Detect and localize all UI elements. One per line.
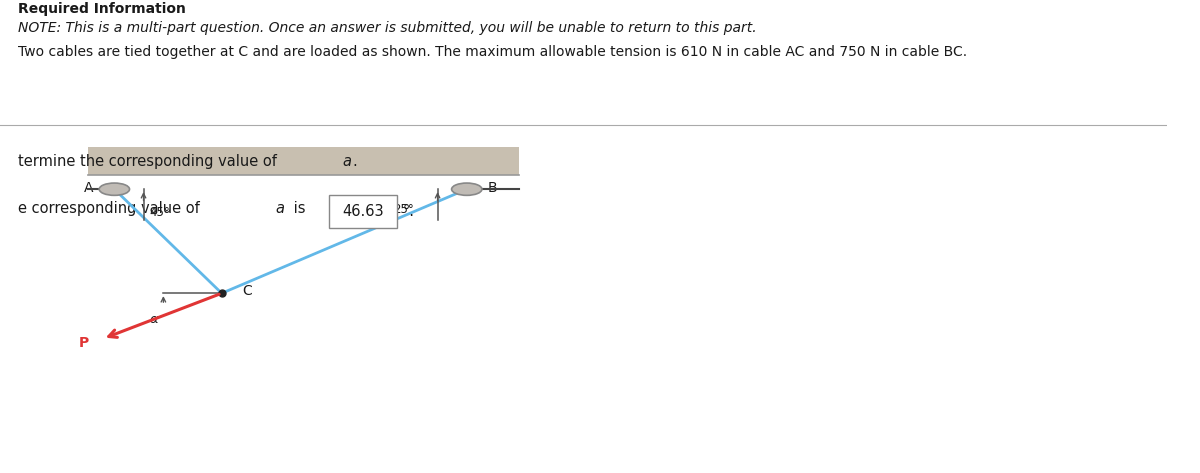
FancyBboxPatch shape xyxy=(88,147,520,175)
Text: C: C xyxy=(242,284,252,298)
Text: a: a xyxy=(275,201,284,216)
Text: B: B xyxy=(487,181,497,195)
Text: a: a xyxy=(342,154,350,169)
Text: NOTE: ​This is a multi-part question. Once an answer is submitted, you will be u: NOTE: ​This is a multi-part question. On… xyxy=(18,21,756,35)
Text: e corresponding value of: e corresponding value of xyxy=(18,201,204,216)
Text: Two cables are tied together at C and are loaded as shown. The maximum allowable: Two cables are tied together at C and ar… xyxy=(18,45,967,59)
Text: °.: °. xyxy=(402,204,414,219)
Text: P: P xyxy=(79,336,90,350)
Text: 45°: 45° xyxy=(149,206,170,219)
Text: 46.63: 46.63 xyxy=(342,204,384,219)
Text: is: is xyxy=(289,201,306,216)
Text: A: A xyxy=(84,181,94,195)
Text: α: α xyxy=(150,313,158,326)
Text: Required Information: Required Information xyxy=(18,2,185,17)
Text: 25°: 25° xyxy=(394,202,414,216)
Text: termine the corresponding value of: termine the corresponding value of xyxy=(18,154,281,169)
FancyBboxPatch shape xyxy=(329,195,397,228)
Circle shape xyxy=(451,183,482,195)
Circle shape xyxy=(100,183,130,195)
Text: .: . xyxy=(353,154,358,169)
